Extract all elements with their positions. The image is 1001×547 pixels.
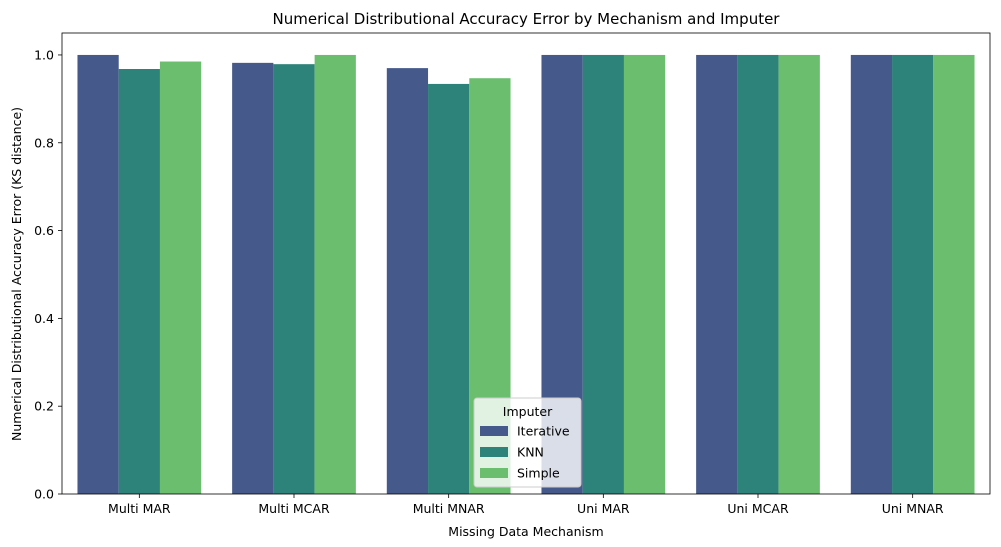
legend-box xyxy=(473,397,582,488)
legend-label-simple: Simple xyxy=(517,466,560,481)
bar-knn-multi-mar xyxy=(118,69,160,494)
legend: Imputer Iterative KNN Simple xyxy=(473,397,582,488)
bar-iterative-multi-mnar xyxy=(386,68,429,495)
x-tick-label: Multi MNAR xyxy=(413,501,485,516)
bar-simple-uni-mcar xyxy=(778,54,820,494)
bar-knn-multi-mcar xyxy=(273,64,315,495)
legend-swatch-simple xyxy=(480,468,508,478)
bar-knn-uni-mar xyxy=(582,54,624,494)
bar-iterative-uni-mcar xyxy=(696,54,738,494)
y-tick-label: 0.6 xyxy=(34,223,54,238)
bar-knn-uni-mcar xyxy=(737,54,779,494)
bar-iterative-multi-mcar xyxy=(232,62,274,495)
chart-title: Numerical Distributional Accuracy Error … xyxy=(273,10,781,28)
bar-simple-multi-mar xyxy=(159,61,202,494)
x-tick-label: Uni MCAR xyxy=(727,501,789,516)
y-tick-label: 1.0 xyxy=(34,47,54,62)
y-tick-label: 0.2 xyxy=(34,399,54,414)
bar-iterative-multi-mar xyxy=(77,54,119,494)
y-tick-label: 0.0 xyxy=(34,487,54,502)
y-axis-label: Numerical Distributional Accuracy Error … xyxy=(9,107,24,441)
legend-swatch-knn xyxy=(480,447,508,457)
bar-knn-multi-mnar xyxy=(428,83,470,495)
axes-group: Multi MAR Multi MCAR Multi MNAR Uni MAR Uni … xyxy=(34,32,991,516)
bar-simple-uni-mnar xyxy=(933,54,975,494)
plot-frame xyxy=(61,32,991,495)
bar-knn-uni-mnar xyxy=(892,54,934,494)
legend-swatch-iterative xyxy=(480,426,508,436)
legend-label-iterative: Iterative xyxy=(517,424,570,439)
x-tick-label: Uni MAR xyxy=(577,501,630,516)
legend-title: Imputer xyxy=(503,404,553,419)
bars-group xyxy=(77,54,975,495)
bar-iterative-uni-mnar xyxy=(850,54,893,494)
y-tick-label: 0.4 xyxy=(34,311,54,326)
x-tick-label: Multi MAR xyxy=(108,501,171,516)
x-axis-label: Missing Data Mechanism xyxy=(448,524,603,539)
bar-simple-multi-mcar xyxy=(314,54,356,494)
y-tick-label: 0.8 xyxy=(34,135,54,150)
x-tick-label: Multi MCAR xyxy=(258,501,330,516)
bar-simple-uni-mar xyxy=(623,54,666,494)
legend-label-knn: KNN xyxy=(517,445,544,460)
x-tick-label: Uni MNAR xyxy=(882,501,944,516)
